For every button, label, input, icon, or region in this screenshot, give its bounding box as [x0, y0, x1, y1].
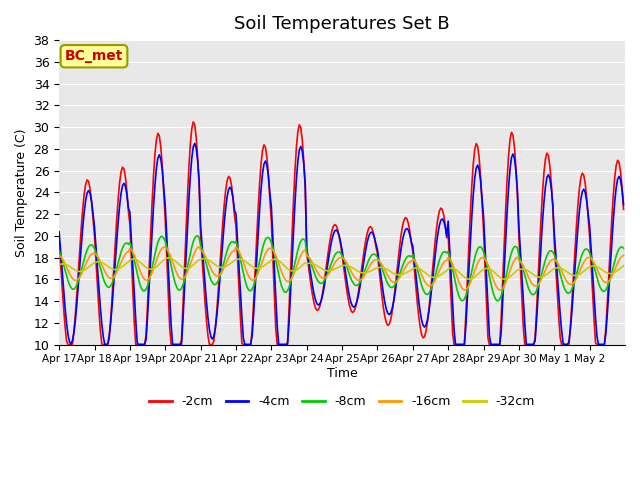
Title: Soil Temperatures Set B: Soil Temperatures Set B [234, 15, 450, 33]
-4cm [191, 141, 198, 146]
-32cm [465, 276, 473, 282]
Y-axis label: Soil Temperature (C): Soil Temperature (C) [15, 128, 28, 256]
-32cm [347, 264, 355, 270]
-16cm [620, 252, 627, 258]
-16cm [545, 261, 552, 267]
-8cm [545, 250, 552, 255]
-32cm [459, 273, 467, 279]
Line: -32cm: -32cm [59, 258, 623, 279]
-16cm [195, 244, 203, 250]
-32cm [74, 268, 82, 274]
-8cm [495, 298, 502, 304]
-2cm [189, 119, 197, 125]
-2cm [545, 153, 552, 158]
-2cm [76, 246, 84, 252]
Text: BC_met: BC_met [65, 49, 123, 63]
-32cm [92, 259, 100, 265]
-2cm [55, 239, 63, 244]
-8cm [194, 233, 202, 239]
-8cm [55, 248, 63, 254]
-4cm [74, 283, 82, 288]
Line: -4cm: -4cm [59, 144, 623, 345]
-32cm [545, 270, 552, 276]
-16cm [347, 268, 355, 274]
-8cm [620, 245, 627, 251]
-16cm [618, 253, 626, 259]
-8cm [347, 276, 355, 281]
-16cm [55, 252, 63, 258]
-2cm [93, 284, 101, 289]
-4cm [92, 244, 100, 250]
-16cm [496, 287, 504, 293]
Line: -16cm: -16cm [59, 247, 623, 290]
-2cm [64, 342, 72, 348]
Line: -2cm: -2cm [59, 122, 623, 345]
-32cm [164, 255, 172, 261]
-4cm [618, 187, 626, 192]
-8cm [618, 244, 626, 250]
-8cm [74, 278, 82, 284]
Legend: -2cm, -4cm, -8cm, -16cm, -32cm: -2cm, -4cm, -8cm, -16cm, -32cm [144, 390, 540, 413]
-32cm [55, 262, 63, 268]
-4cm [461, 342, 468, 348]
-4cm [349, 303, 356, 309]
-2cm [349, 310, 356, 315]
-8cm [459, 298, 467, 304]
X-axis label: Time: Time [326, 367, 358, 380]
-32cm [620, 263, 627, 269]
-16cm [459, 286, 467, 292]
-2cm [618, 185, 626, 191]
-4cm [545, 172, 552, 178]
-4cm [55, 229, 63, 235]
-16cm [74, 276, 82, 282]
-32cm [618, 264, 626, 270]
-2cm [461, 342, 468, 348]
-8cm [92, 250, 100, 255]
-4cm [101, 342, 109, 348]
-2cm [620, 206, 627, 212]
Line: -8cm: -8cm [59, 236, 623, 301]
-4cm [620, 202, 627, 207]
-16cm [92, 252, 100, 257]
